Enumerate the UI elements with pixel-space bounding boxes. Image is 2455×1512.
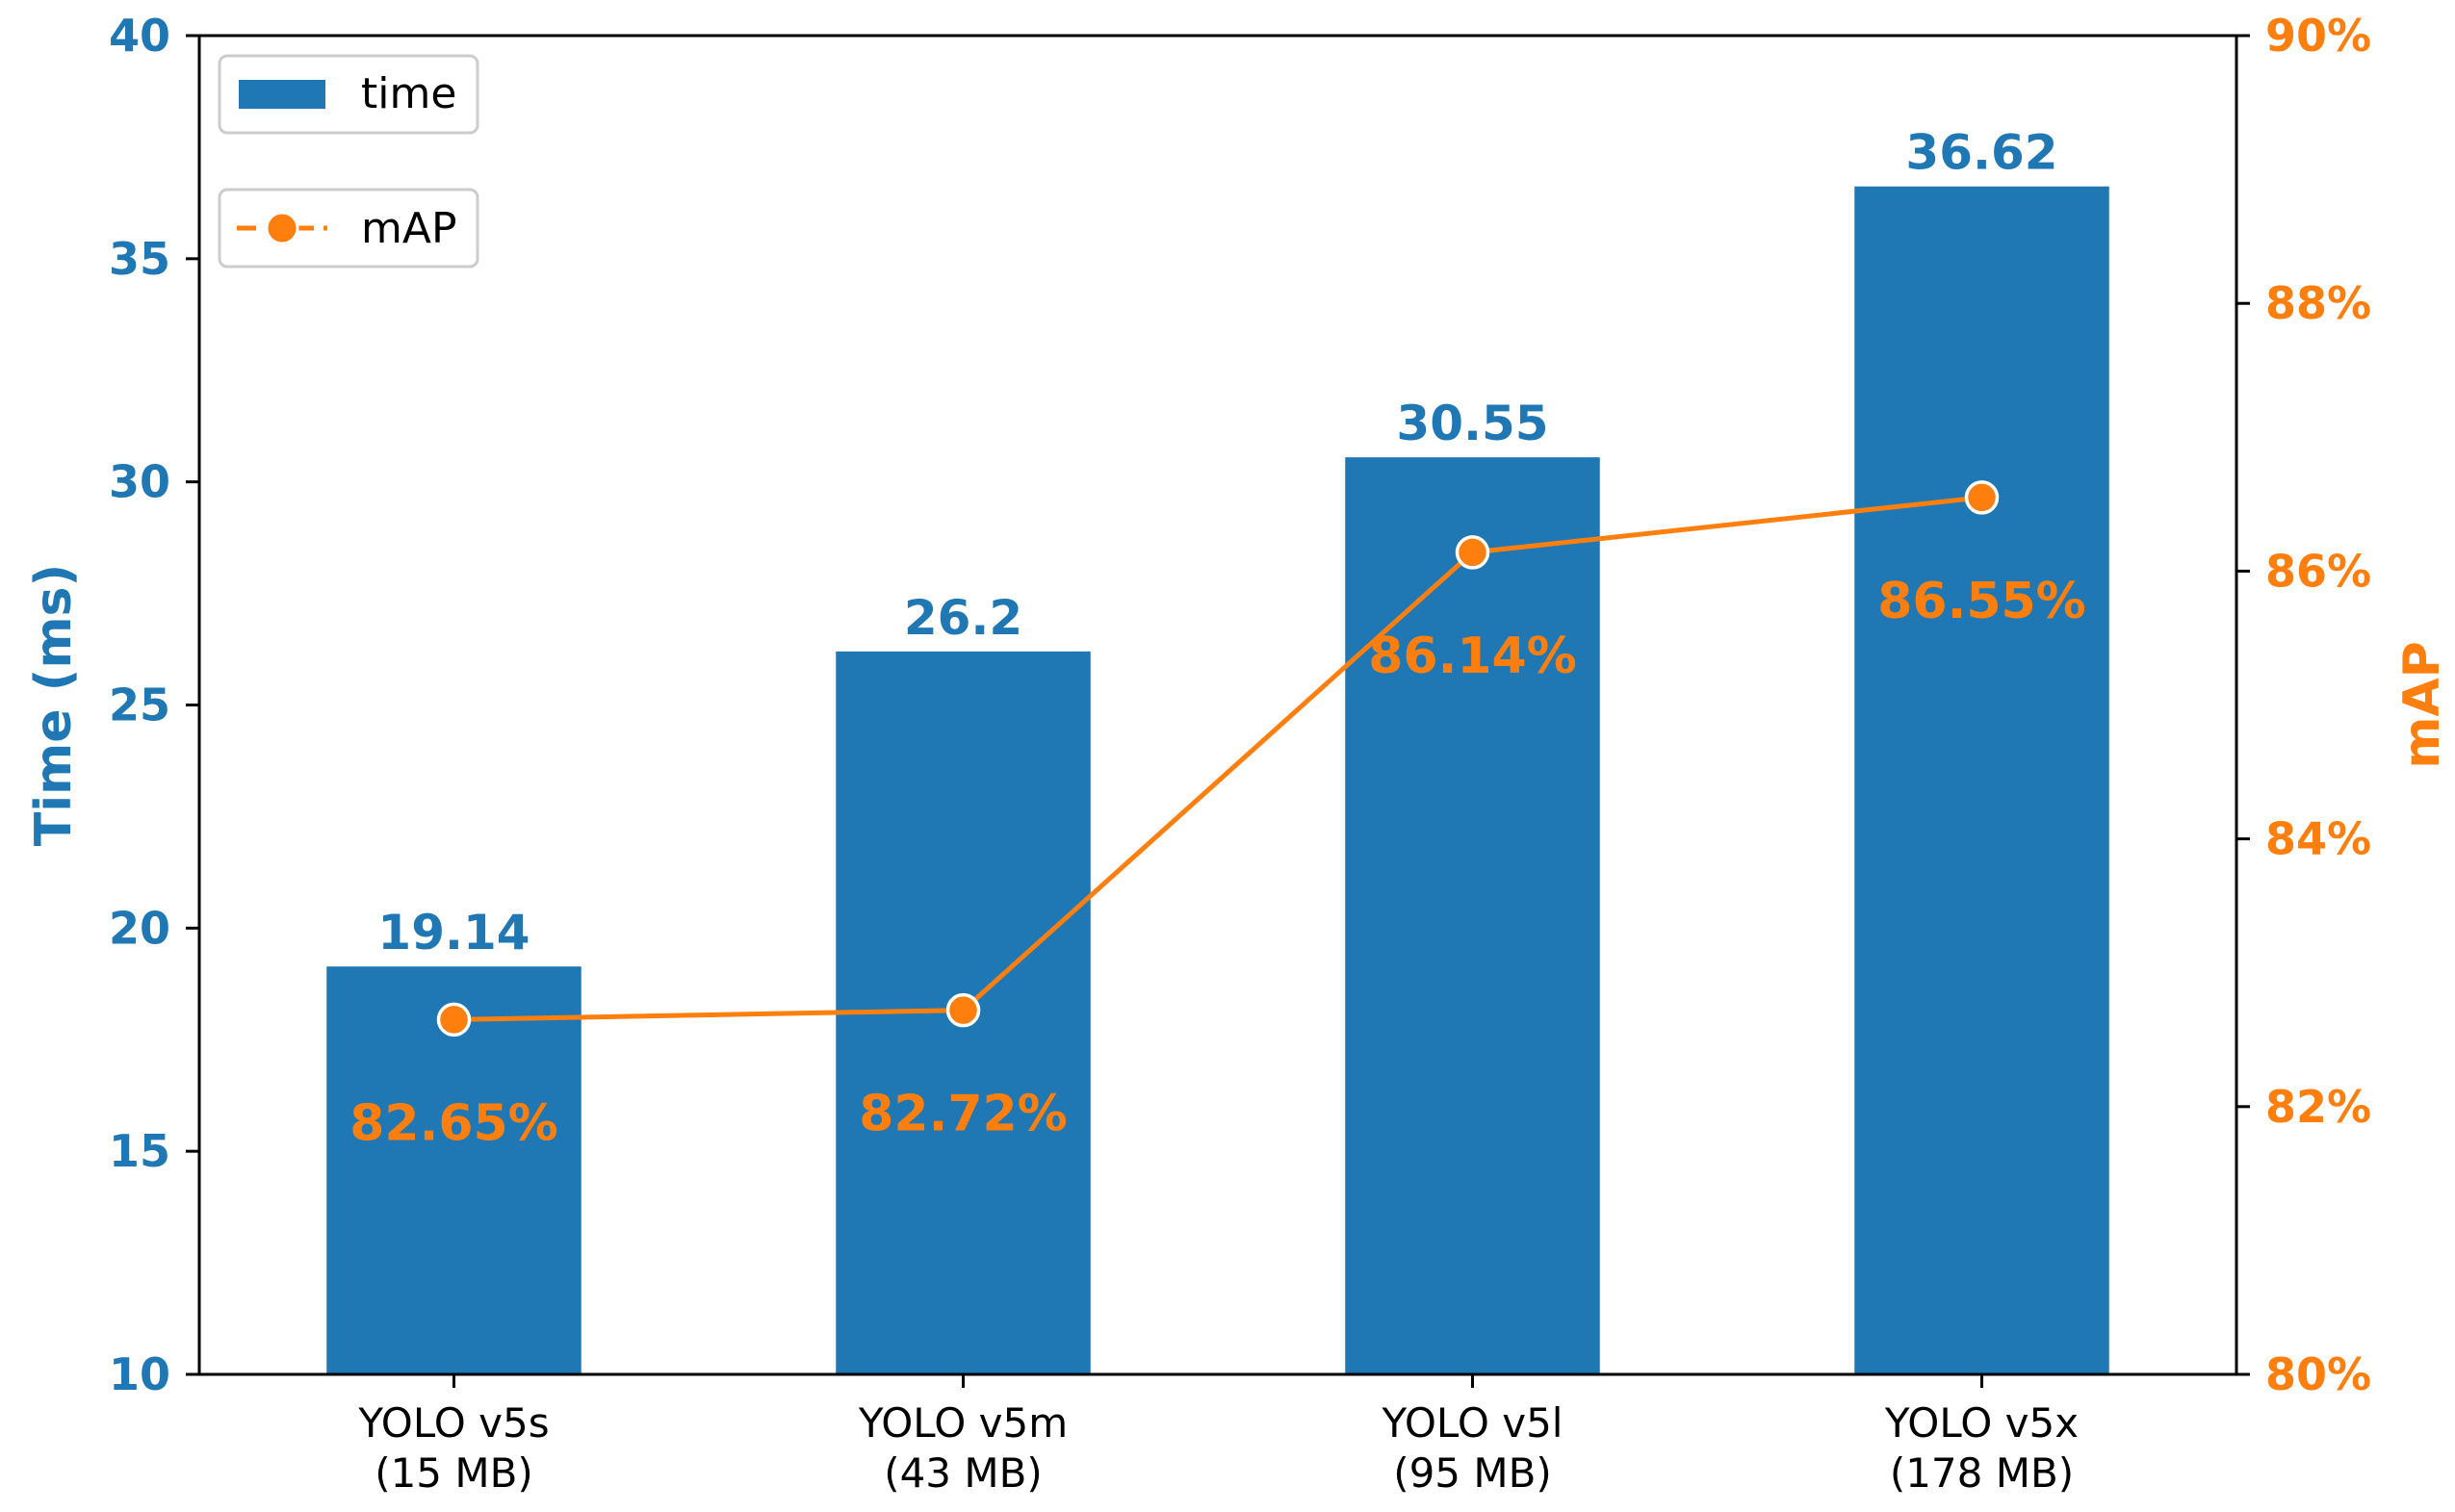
map-point <box>945 992 981 1028</box>
y-axis-title: Time (ms) <box>25 564 83 847</box>
y-tick-label: 10 <box>109 1348 170 1400</box>
x-tick-label-line: (178 MB) <box>1890 1449 2074 1497</box>
legend: time mAP <box>218 54 479 269</box>
y-tick-label: 30 <box>109 456 170 508</box>
map-series-line <box>453 495 1982 1022</box>
legend-box-time <box>218 54 479 135</box>
time-value-label: 26.2 <box>904 590 1022 646</box>
x-tick-label: YOLO v5l (95 MB) <box>1382 1399 1563 1497</box>
time-bar <box>1854 186 2109 1374</box>
x-tick-label-line: YOLO v5s <box>357 1399 549 1447</box>
map-point <box>436 1002 472 1038</box>
y-tick-label: 15 <box>109 1125 170 1177</box>
y-tick-label: 20 <box>109 902 170 954</box>
map-line-layer <box>436 480 2000 1038</box>
y2-tick-label: 86% <box>2265 545 2371 597</box>
x-tick-label-line: YOLO v5m <box>858 1399 1068 1447</box>
time-value-label: 36.62 <box>1905 125 2057 181</box>
x-tick-label-line: (95 MB) <box>1393 1449 1552 1497</box>
map-value-label: 86.55% <box>1877 573 2086 630</box>
y2-axis-title: mAP <box>2393 641 2451 769</box>
legend-swatch-time <box>239 80 325 109</box>
x-tick-label-line: YOLO v5x <box>1884 1399 2079 1447</box>
y2-tick-label: 88% <box>2265 277 2371 329</box>
x-tick-label-line: (43 MB) <box>884 1449 1043 1497</box>
map-point <box>1964 480 2000 515</box>
x-tick-label: YOLO v5m (43 MB) <box>858 1399 1068 1497</box>
y-tick-label: 25 <box>109 679 170 731</box>
axes-layer: 10 15 20 25 30 35 40 80% 82% 84% 86% 88% 90% YOLO v5s… <box>25 10 2451 1497</box>
map-value-label: 82.65% <box>349 1094 558 1152</box>
map-value-label: 82.72% <box>859 1086 1068 1143</box>
legend-label-time: time <box>361 69 456 118</box>
legend-box-map <box>218 188 479 269</box>
map-point <box>1455 535 1490 570</box>
y2-tick-label: 90% <box>2265 10 2371 62</box>
y-tick-label: 35 <box>109 233 170 285</box>
x-tick-label-line: (15 MB) <box>375 1449 533 1497</box>
y2-tick-label: 82% <box>2265 1081 2371 1133</box>
y2-tick-label: 84% <box>2265 813 2371 865</box>
map-value-label: 86.14% <box>1368 628 1577 685</box>
y-tick-label: 40 <box>109 10 170 62</box>
x-tick-label: YOLO v5x (178 MB) <box>1884 1399 2079 1497</box>
time-value-label: 19.14 <box>377 905 530 961</box>
data-labels-layer: 19.14 26.2 30.55 36.62 82.65% 82.72% 86.14% 86.… <box>349 125 2086 1153</box>
time-bar <box>1345 457 1600 1374</box>
legend-marker-map <box>265 211 299 245</box>
y2-tick-label: 80% <box>2265 1348 2371 1400</box>
x-tick-label: YOLO v5s (15 MB) <box>357 1399 549 1497</box>
time-value-label: 30.55 <box>1396 396 1548 451</box>
x-tick-label-line: YOLO v5l <box>1382 1399 1563 1447</box>
legend-label-map: mAP <box>361 204 457 253</box>
